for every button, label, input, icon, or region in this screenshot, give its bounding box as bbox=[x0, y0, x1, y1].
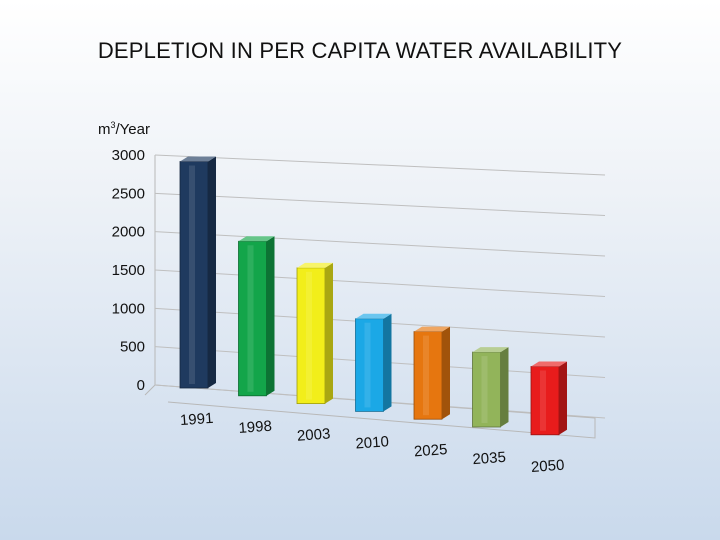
bar-side bbox=[559, 361, 567, 435]
grid-line bbox=[154, 231, 606, 257]
x-tick-label: 1991 bbox=[179, 410, 213, 429]
bar-top bbox=[238, 236, 275, 242]
bar-highlight bbox=[247, 245, 254, 392]
bar-side bbox=[500, 347, 509, 427]
y-axis-ticks: 0 500 1000 1500 2000 2500 3000 bbox=[112, 147, 145, 394]
y-tick-label: 1500 bbox=[112, 262, 145, 279]
y-axis-unit-label: m3/Year bbox=[98, 120, 150, 138]
bar-highlight bbox=[540, 370, 546, 431]
y-tick-label: 500 bbox=[120, 339, 145, 356]
x-tick-label: 2025 bbox=[413, 441, 447, 460]
bar-top bbox=[531, 361, 567, 367]
bar-side bbox=[266, 236, 275, 396]
bar-top bbox=[297, 262, 333, 268]
y-tick-label: 0 bbox=[137, 377, 145, 394]
y-tick-label: 2000 bbox=[112, 224, 145, 241]
y-tick-label: 2500 bbox=[112, 185, 145, 202]
x-axis-labels: 1991 1998 2003 2010 2025 2035 2050 bbox=[179, 410, 564, 476]
bar-side bbox=[325, 262, 333, 404]
bar-highlight bbox=[306, 271, 312, 400]
chart-title: DEPLETION IN PER CAPITA WATER AVAILABILI… bbox=[97, 38, 623, 63]
bar-highlight bbox=[481, 356, 488, 423]
grid-line bbox=[154, 269, 606, 297]
bar-2010 bbox=[355, 313, 392, 412]
x-tick-label: 2010 bbox=[355, 433, 389, 452]
x-tick-label: 2035 bbox=[472, 449, 506, 468]
bar-2025 bbox=[413, 326, 450, 420]
bar-1991 bbox=[179, 156, 216, 389]
side-wall bbox=[144, 155, 156, 396]
bar-2003 bbox=[296, 262, 333, 404]
bar-side bbox=[442, 326, 450, 420]
bar-top bbox=[414, 326, 450, 332]
bar-top bbox=[472, 347, 509, 353]
y-tick-label: 1000 bbox=[112, 300, 145, 317]
bar-top bbox=[355, 313, 392, 319]
x-tick-label: 1998 bbox=[238, 418, 272, 437]
y-tick-label: 3000 bbox=[112, 147, 145, 164]
bar-highlight bbox=[189, 165, 195, 384]
bar-2035 bbox=[472, 347, 509, 428]
bar-highlight bbox=[364, 322, 371, 408]
x-tick-label: 2003 bbox=[296, 425, 330, 444]
grid-line bbox=[154, 154, 606, 176]
bar-side bbox=[383, 313, 392, 412]
x-tick-label: 2050 bbox=[530, 457, 564, 476]
bar-top bbox=[180, 156, 216, 162]
bar-1998 bbox=[238, 236, 275, 397]
bar-highlight bbox=[423, 335, 429, 416]
grid-line bbox=[154, 192, 606, 216]
bar-2050 bbox=[530, 361, 567, 436]
bar-side bbox=[208, 156, 216, 388]
bars bbox=[179, 156, 567, 436]
